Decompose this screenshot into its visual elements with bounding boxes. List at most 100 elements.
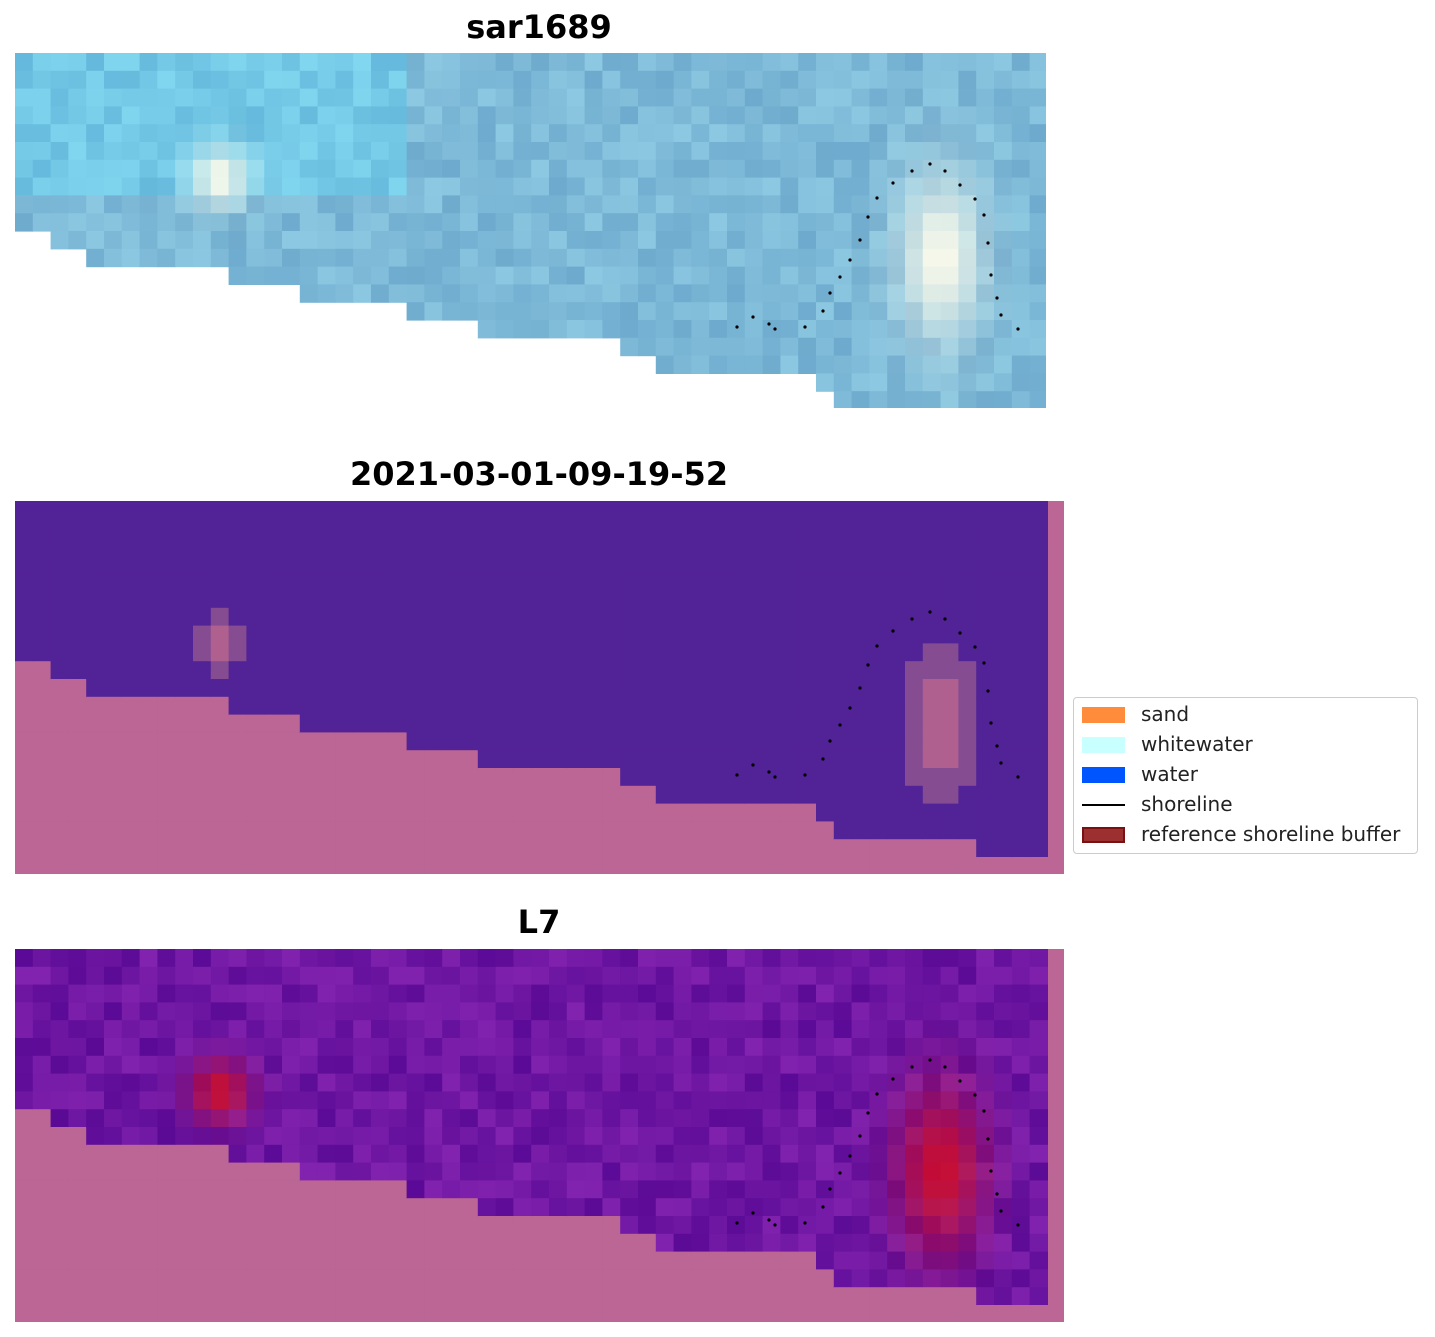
prob-pixel: [353, 1216, 372, 1235]
pixel: [388, 53, 408, 72]
pixel: [922, 142, 942, 161]
pixel: [317, 53, 336, 72]
shoreline-dot: [943, 169, 947, 173]
prob-pixel: [762, 966, 781, 986]
class-pixel: [477, 607, 497, 627]
prob-pixel: [602, 1091, 621, 1110]
pixel: [50, 159, 69, 179]
class-pixel: [15, 501, 34, 520]
pixel: [68, 159, 87, 179]
prob-pixel: [976, 1269, 995, 1288]
prob-pixel: [780, 1233, 799, 1253]
class-pixel: [549, 607, 568, 627]
prob-pixel: [335, 1055, 354, 1075]
class-pixel: [851, 572, 870, 591]
class-pixel: [709, 857, 728, 874]
prob-pixel: [442, 1109, 461, 1128]
class-pixel: [638, 732, 657, 751]
pixel: [976, 266, 995, 285]
prob-pixel: [727, 1002, 746, 1021]
pixel: [210, 213, 230, 232]
prob-pixel: [282, 966, 301, 986]
class-pixel: [442, 839, 461, 858]
shoreline-dot: [995, 1192, 999, 1196]
prob-pixel: [353, 966, 372, 986]
class-pixel: [299, 518, 319, 538]
class-pixel: [727, 750, 746, 769]
prob-pixel: [477, 1144, 497, 1164]
prob-pixel: [121, 1073, 141, 1092]
prob-pixel: [869, 1038, 888, 1057]
pixel: [833, 284, 853, 303]
prob-pixel: [816, 966, 835, 986]
prob-pixel: [442, 1233, 461, 1253]
pixel: [371, 159, 390, 179]
class-pixel: [406, 590, 425, 609]
pixel: [798, 53, 817, 72]
class-pixel: [68, 696, 87, 716]
pixel: [549, 231, 568, 250]
pixel: [549, 53, 568, 72]
prob-pixel: [620, 1216, 639, 1235]
prob-pixel: [780, 1180, 799, 1199]
prob-pixel: [691, 1305, 710, 1322]
prob-pixel: [210, 1287, 230, 1306]
class-pixel: [869, 590, 888, 609]
prob-pixel: [246, 1305, 265, 1322]
pixel: [958, 302, 977, 321]
class-pixel: [727, 607, 746, 627]
prob-pixel: [531, 1216, 550, 1235]
class-pixel: [940, 572, 959, 591]
prob-pixel: [994, 1109, 1013, 1128]
pixel: [673, 213, 692, 232]
pixel: [816, 142, 835, 161]
prob-pixel: [798, 949, 817, 968]
class-pixel: [744, 572, 764, 591]
pixel: [175, 142, 194, 161]
prob-pixel: [442, 949, 461, 968]
prob-pixel: [816, 949, 835, 968]
prob-pixel: [513, 1216, 532, 1235]
prob-pixel: [50, 1055, 69, 1075]
prob-pixel: [869, 1251, 888, 1270]
prob-pixel: [32, 984, 52, 1003]
prob-pixel: [121, 1055, 141, 1075]
pixel: [922, 302, 942, 321]
class-pixel: [1029, 785, 1048, 805]
pixel: [139, 53, 158, 72]
class-pixel: [976, 821, 995, 840]
class-pixel: [193, 643, 212, 662]
class-pixel: [193, 536, 212, 555]
pixel: [620, 266, 639, 285]
class-pixel: [780, 554, 799, 573]
class-pixel: [442, 732, 461, 751]
pixel: [15, 142, 34, 161]
prob-pixel: [709, 1073, 728, 1092]
prob-pixel: [193, 1073, 212, 1092]
shoreline-dot: [973, 1093, 977, 1097]
class-pixel: [976, 785, 995, 805]
class-pixel: [655, 518, 675, 538]
class-pixel: [994, 714, 1013, 733]
pixel: [851, 124, 870, 143]
prob-pixel: [1011, 1233, 1031, 1253]
prob-pixel: [264, 1002, 283, 1021]
class-pixel: [709, 590, 728, 609]
prob-pixel: [104, 984, 123, 1003]
class-pixel: [869, 572, 888, 591]
class-pixel: [299, 554, 319, 573]
pixel: [638, 70, 657, 90]
class-pixel: [460, 607, 479, 627]
prob-pixel: [246, 1251, 265, 1270]
pixel: [193, 177, 212, 196]
pixel: [406, 302, 425, 321]
class-pixel: [869, 732, 888, 751]
pixel: [762, 266, 781, 285]
pixel: [994, 195, 1013, 214]
prob-pixel: [406, 966, 425, 986]
prob-pixel: [655, 1287, 675, 1306]
pixel: [744, 284, 764, 303]
class-pixel: [531, 501, 550, 520]
class-pixel: [905, 803, 924, 822]
prob-pixel: [353, 1269, 372, 1288]
